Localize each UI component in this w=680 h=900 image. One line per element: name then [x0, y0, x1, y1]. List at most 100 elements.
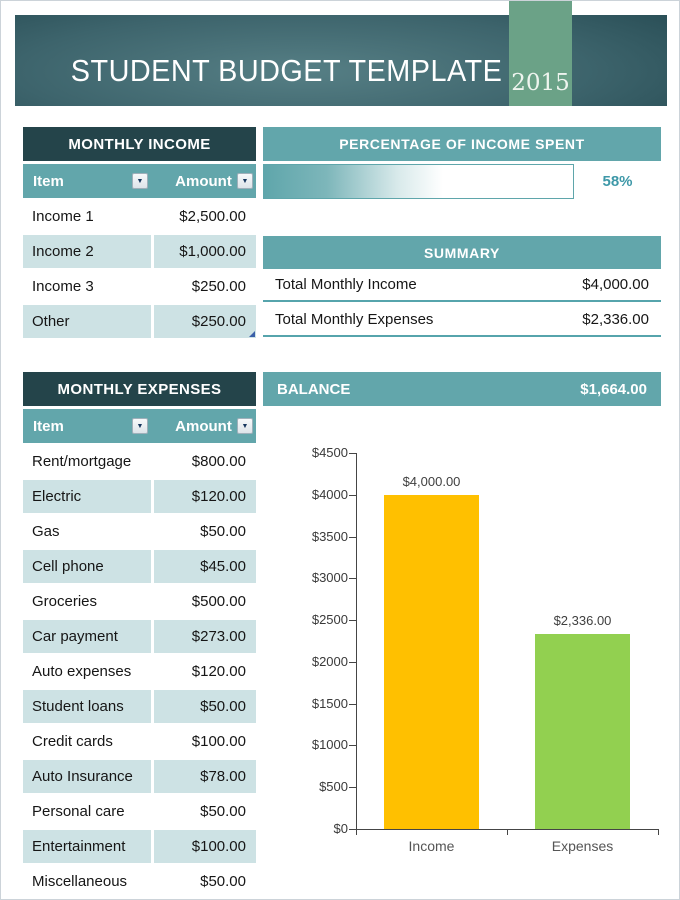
table-row: Auto expenses $120.00: [23, 655, 256, 688]
item-cell[interactable]: Personal care: [23, 795, 151, 828]
amount-cell[interactable]: $800.00: [154, 445, 256, 478]
summary-header: SUMMARY: [263, 236, 661, 270]
item-cell[interactable]: Credit cards: [23, 725, 151, 758]
chart-category-label: Expenses: [551, 838, 614, 854]
x-tick-mark: [658, 829, 659, 835]
y-tick-mark: [349, 453, 356, 454]
monthly-income-header: MONTHLY INCOME: [23, 127, 256, 161]
y-tick-label: $0: [333, 821, 348, 836]
chevron-down-icon: ▼: [136, 177, 144, 185]
y-tick-mark: [349, 703, 356, 705]
y-tick-label: $3500: [311, 528, 348, 544]
x-tick-mark: [356, 829, 357, 835]
table-row: Other $250.00: [23, 305, 256, 338]
chart-category-label: Income: [408, 838, 455, 854]
y-tick-mark: [349, 661, 356, 663]
expenses-item-column-header: Item ▼: [23, 409, 151, 443]
chevron-down-icon: ▼: [241, 422, 249, 430]
item-cell[interactable]: Miscellaneous: [23, 865, 151, 898]
item-cell[interactable]: Rent/mortgage: [23, 445, 151, 478]
expenses-column-header: Item ▼ Amount ▼: [23, 409, 256, 443]
chart-bar-expenses: [535, 633, 630, 829]
table-row: Rent/mortgage $800.00: [23, 445, 256, 478]
selection-corner-handle: [249, 331, 255, 337]
amount-cell[interactable]: $2,500.00: [154, 200, 256, 233]
income-column-header: Item ▼ Amount ▼: [23, 164, 256, 198]
summary-row: Total Monthly Expenses $2,336.00: [263, 304, 661, 337]
item-cell[interactable]: Cell phone: [23, 550, 151, 583]
summary-row-value: $2,336.00: [582, 311, 649, 328]
income-amount-filter-button[interactable]: ▼: [237, 173, 253, 189]
summary-row-label: Total Monthly Income: [275, 276, 417, 293]
y-tick-label: $1500: [311, 695, 348, 711]
amount-cell[interactable]: $100.00: [154, 725, 256, 758]
chart-bar-income: [384, 494, 479, 829]
expenses-amount-column-label: Amount: [175, 417, 232, 435]
item-cell[interactable]: Student loans: [23, 690, 151, 723]
x-tick-mark: [507, 829, 508, 835]
amount-cell[interactable]: $100.00: [154, 830, 256, 863]
chart-data-label: $2,336.00: [553, 612, 612, 628]
item-cell[interactable]: Income 3: [23, 270, 151, 303]
percentage-value: 58%: [602, 173, 633, 190]
item-cell[interactable]: Income 1: [23, 200, 151, 233]
summary-row-value: $4,000.00: [582, 276, 649, 293]
item-cell[interactable]: Electric: [23, 480, 151, 513]
amount-cell[interactable]: $50.00: [154, 865, 256, 898]
table-row: Entertainment $100.00: [23, 830, 256, 863]
income-amount-column-header: Amount ▼: [151, 164, 256, 198]
item-cell[interactable]: Entertainment: [23, 830, 151, 863]
y-tick-label: $4000: [311, 486, 348, 502]
item-cell[interactable]: Other: [23, 305, 151, 338]
chart-data-label: $4,000.00: [402, 473, 461, 489]
amount-cell[interactable]: $50.00: [154, 690, 256, 723]
item-cell[interactable]: Car payment: [23, 620, 151, 653]
amount-cell[interactable]: $120.00: [154, 655, 256, 688]
amount-cell[interactable]: $273.00: [154, 620, 256, 653]
y-tick-label: $1000: [311, 737, 348, 753]
summary-row-label: Total Monthly Expenses: [275, 311, 434, 328]
y-tick-mark: [349, 494, 356, 496]
summary-rows: Total Monthly Income $4,000.00 Total Month…: [263, 269, 661, 339]
percentage-progress-fill: [264, 165, 444, 198]
income-amount-column-label: Amount: [175, 172, 232, 190]
amount-cell[interactable]: $500.00: [154, 585, 256, 618]
expenses-item-filter-button[interactable]: ▼: [132, 418, 148, 434]
table-row: Cell phone $45.00: [23, 550, 256, 583]
amount-cell[interactable]: $50.00: [154, 795, 256, 828]
item-cell[interactable]: Income 2: [23, 235, 151, 268]
amount-cell[interactable]: $250.00: [154, 305, 256, 338]
amount-cell[interactable]: $50.00: [154, 515, 256, 548]
table-row: Gas $50.00: [23, 515, 256, 548]
y-tick-label: $2000: [311, 653, 348, 669]
table-row: Student loans $50.00: [23, 690, 256, 723]
item-cell[interactable]: Groceries: [23, 585, 151, 618]
amount-cell[interactable]: $45.00: [154, 550, 256, 583]
y-tick-mark: [349, 578, 356, 580]
expenses-item-column-label: Item: [33, 417, 64, 435]
item-cell[interactable]: Auto Insurance: [23, 760, 151, 793]
income-item-column-label: Item: [33, 172, 64, 190]
y-tick-mark: [349, 620, 356, 622]
income-vs-expenses-chart: $0 $500 $1000 $1500 $2000 $2500 $3000 $3500 $400…: [296, 438, 668, 886]
table-row: Income 1 $2,500.00: [23, 200, 256, 233]
table-row: Car payment $273.00: [23, 620, 256, 653]
amount-cell[interactable]: $250.00: [154, 270, 256, 303]
summary-row: Total Monthly Income $4,000.00: [263, 269, 661, 302]
monthly-expenses-header: MONTHLY EXPENSES: [23, 372, 256, 406]
amount-cell[interactable]: $120.00: [154, 480, 256, 513]
income-item-filter-button[interactable]: ▼: [132, 173, 148, 189]
y-tick-mark: [349, 787, 356, 789]
item-cell[interactable]: Gas: [23, 515, 151, 548]
table-row: Auto Insurance $78.00: [23, 760, 256, 793]
y-tick-mark: [349, 829, 356, 830]
y-tick-mark: [349, 745, 356, 747]
table-row: Miscellaneous $50.00: [23, 865, 256, 898]
amount-cell[interactable]: $78.00: [154, 760, 256, 793]
expenses-amount-filter-button[interactable]: ▼: [237, 418, 253, 434]
item-cell[interactable]: Auto expenses: [23, 655, 151, 688]
balance-value: $1,664.00: [580, 380, 647, 398]
chevron-down-icon: ▼: [241, 177, 249, 185]
expense-rows: Rent/mortgage $800.00 Electric $120.00 Gas $5…: [23, 445, 256, 899]
amount-cell[interactable]: $1,000.00: [154, 235, 256, 268]
